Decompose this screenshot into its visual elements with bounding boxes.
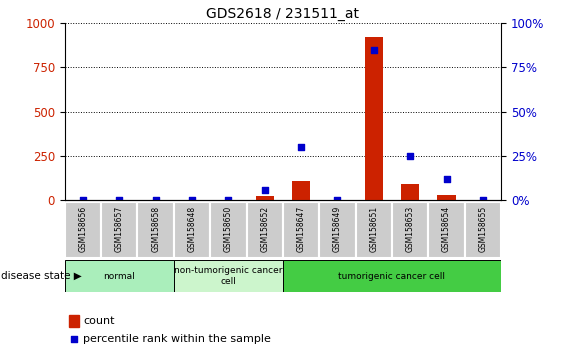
Text: normal: normal bbox=[104, 272, 135, 281]
Text: GSM158649: GSM158649 bbox=[333, 206, 342, 252]
Text: count: count bbox=[83, 316, 115, 326]
Point bbox=[151, 197, 160, 203]
Point bbox=[369, 47, 378, 52]
Bar bbox=[174, 202, 210, 258]
Text: GSM158651: GSM158651 bbox=[369, 206, 378, 252]
Point bbox=[479, 197, 488, 203]
Point bbox=[333, 197, 342, 203]
Bar bbox=[174, 260, 283, 292]
Bar bbox=[65, 202, 101, 258]
Bar bbox=[283, 202, 319, 258]
Bar bbox=[69, 315, 79, 327]
Bar bbox=[210, 202, 247, 258]
Text: GSM158655: GSM158655 bbox=[479, 206, 488, 252]
Text: GSM158648: GSM158648 bbox=[187, 206, 196, 252]
Text: GSM158656: GSM158656 bbox=[78, 206, 87, 252]
Bar bbox=[292, 181, 310, 200]
Bar bbox=[247, 202, 283, 258]
Text: disease state ▶: disease state ▶ bbox=[1, 271, 81, 281]
Text: percentile rank within the sample: percentile rank within the sample bbox=[83, 334, 271, 344]
Text: GSM158647: GSM158647 bbox=[297, 206, 306, 252]
Bar bbox=[283, 260, 501, 292]
Text: GSM158652: GSM158652 bbox=[260, 206, 269, 252]
Text: GSM158653: GSM158653 bbox=[406, 206, 415, 252]
Bar bbox=[356, 202, 392, 258]
Text: GSM158654: GSM158654 bbox=[442, 206, 451, 252]
Point bbox=[406, 153, 415, 159]
Point bbox=[78, 197, 87, 203]
Bar bbox=[137, 202, 174, 258]
Bar bbox=[428, 202, 464, 258]
Bar bbox=[392, 202, 428, 258]
Text: tumorigenic cancer cell: tumorigenic cancer cell bbox=[338, 272, 445, 281]
Point bbox=[187, 197, 196, 203]
Bar bbox=[256, 196, 274, 200]
Title: GDS2618 / 231511_at: GDS2618 / 231511_at bbox=[207, 7, 359, 21]
Text: GSM158650: GSM158650 bbox=[224, 206, 233, 252]
Point bbox=[442, 176, 451, 182]
Point bbox=[361, 256, 370, 261]
Bar bbox=[401, 184, 419, 200]
Text: GSM158658: GSM158658 bbox=[151, 206, 160, 252]
Point bbox=[224, 197, 233, 203]
Bar bbox=[464, 202, 501, 258]
Bar bbox=[437, 195, 455, 200]
Text: GSM158657: GSM158657 bbox=[115, 206, 124, 252]
Bar bbox=[65, 260, 174, 292]
Point bbox=[115, 197, 124, 203]
Bar bbox=[319, 202, 356, 258]
Point bbox=[297, 144, 306, 150]
Point bbox=[260, 187, 269, 193]
Text: non-tumorigenic cancer
cell: non-tumorigenic cancer cell bbox=[174, 267, 283, 286]
Bar bbox=[101, 202, 137, 258]
Bar bbox=[365, 37, 383, 200]
